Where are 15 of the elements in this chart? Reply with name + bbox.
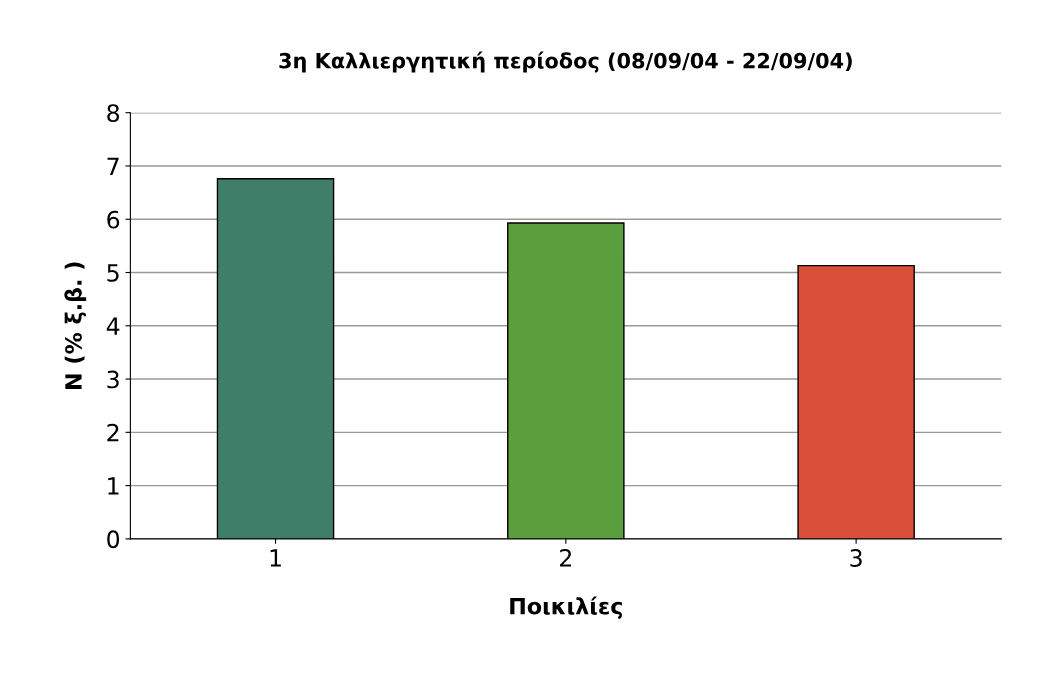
y-tick-label: 8 — [107, 104, 120, 122]
y-tick-label: 3 — [107, 370, 119, 389]
y-tick-label: 6 — [107, 210, 120, 229]
y-tick-label: 0 — [107, 530, 120, 549]
x-tick-label: 2 — [560, 549, 571, 567]
x-tick-label: 3 — [850, 549, 862, 567]
y-tick-label: 5 — [107, 264, 119, 282]
y-tick-label: 7 — [107, 157, 119, 175]
x-tick-label: 1 — [270, 549, 281, 567]
y-tick-label: 2 — [107, 423, 119, 442]
chart-title: 3η Καλλιεργητική περίοδος (08/09/04 - 22/09/04) — [279, 51, 852, 73]
y-tick-label: 1 — [108, 477, 119, 495]
y-axis-title: N (% ξ.β. ) — [64, 262, 87, 389]
y-tick-label: 4 — [106, 317, 120, 335]
x-axis-title: Ποικιλίες — [510, 596, 622, 619]
